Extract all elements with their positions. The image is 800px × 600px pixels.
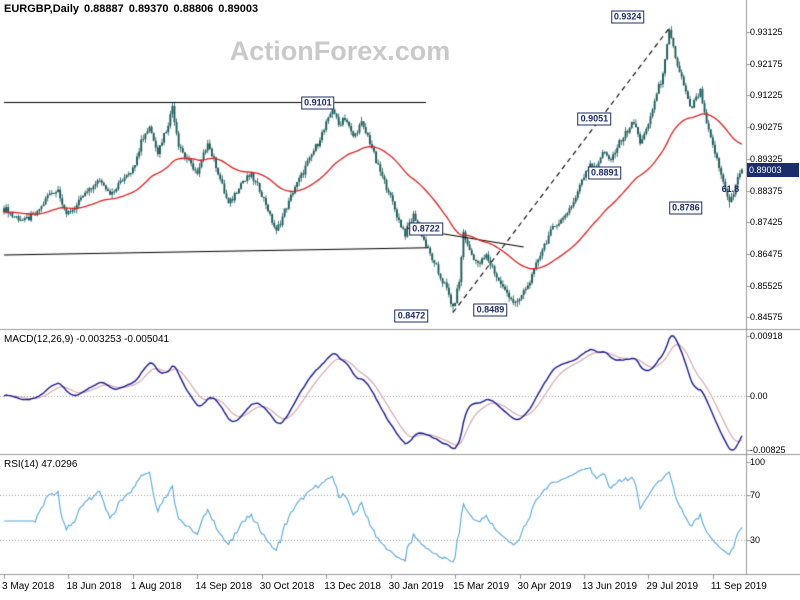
price-level-box: 0.9101 xyxy=(301,96,335,110)
date-axis-label: 18 Jun 2018 xyxy=(66,581,122,592)
date-axis-label: 30 Apr 2019 xyxy=(517,581,572,592)
rsi-axis-label: 100 xyxy=(750,457,766,467)
date-axis-label: 11 Sep 2019 xyxy=(710,581,767,592)
macd-axis-label: 0.00918 xyxy=(750,331,783,341)
symbol-period-label: EURGBP,Daily xyxy=(4,3,79,15)
price-level-box: 0.8891 xyxy=(588,166,622,180)
price-level-box: 0.9324 xyxy=(610,10,645,24)
current-price-tag: 0.89003 xyxy=(747,162,799,177)
price-axis-label: 0.86475 xyxy=(750,248,783,259)
price-axis-label: 0.87425 xyxy=(750,217,783,228)
date-axis-label: 30 Oct 2018 xyxy=(259,581,315,592)
price-axis-label: 0.90275 xyxy=(750,122,783,133)
price-axis-label: 0.92175 xyxy=(750,58,783,69)
price-axis-label: 0.88375 xyxy=(750,185,783,196)
price-level-box: 0.8722 xyxy=(409,222,443,236)
rsi-axis-label: 70 xyxy=(750,490,761,501)
price-level-box: 0.9051 xyxy=(577,112,612,126)
price-level-box: 0.8472 xyxy=(394,309,429,323)
date-axis-label: 30 Jan 2019 xyxy=(388,581,444,592)
low-value: 0.88806 xyxy=(173,3,214,15)
price-axis-label: 0.85525 xyxy=(750,280,783,291)
macd-axis-label: 0.00 xyxy=(750,390,768,401)
date-axis-label: 1 Aug 2018 xyxy=(130,581,182,592)
date-axis-label: 15 Mar 2019 xyxy=(453,581,510,592)
fib-61-8-label: 61.8 xyxy=(721,183,740,194)
date-axis-label: 29 Jul 2019 xyxy=(646,581,699,592)
date-axis-label: 13 Dec 2018 xyxy=(324,581,381,592)
open-value: 0.88887 xyxy=(84,3,124,15)
price-level-box: 0.8786 xyxy=(669,201,703,215)
close-value: 0.89003 xyxy=(218,3,259,15)
rsi-indicator-label: RSI(14) 47.0296 xyxy=(4,459,78,470)
price-axis-label: 0.89325 xyxy=(750,153,783,164)
price-level-box: 0.8489 xyxy=(473,303,508,317)
macd-axis-label: -0.00825 xyxy=(750,445,786,455)
ohlc-title: EURGBP,Daily 0.88887 0.89370 0.88806 0.8… xyxy=(4,3,258,15)
price-axis-label: 0.84575 xyxy=(750,312,783,323)
high-value: 0.89370 xyxy=(128,3,169,15)
macd-indicator-label: MACD(12,26,9) -0.003253 -0.005041 xyxy=(4,334,170,345)
rsi-axis-label: 30 xyxy=(750,534,761,545)
price-axis-label: 0.93125 xyxy=(750,27,783,37)
date-axis-label: 13 Jun 2019 xyxy=(581,581,638,592)
date-axis-label: 14 Sep 2018 xyxy=(195,581,253,592)
date-axis-label: 3 May 2018 xyxy=(2,581,55,592)
price-axis-label: 0.91225 xyxy=(750,90,783,101)
